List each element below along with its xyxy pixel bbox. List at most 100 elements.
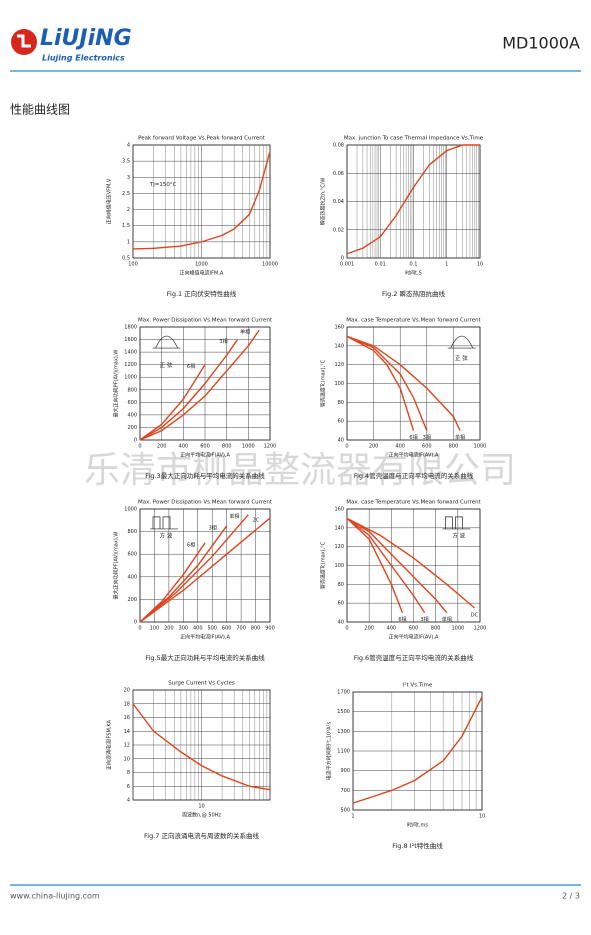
- x-axis-label: 正向峰值电流IFM,A: [180, 270, 224, 277]
- y-tick-label: 200: [127, 597, 137, 603]
- page-number: 2 / 3: [562, 892, 580, 901]
- x-tick-label: 10000: [262, 262, 278, 268]
- series-line: [346, 144, 480, 255]
- x-axis-label: 正向平均电流IF(AV),A: [180, 452, 230, 459]
- y-axis-label: 管壳温度Tc(max),°C: [320, 541, 327, 589]
- chart-title: Max. Power Dissipation Vs.Mean forward C…: [138, 318, 273, 324]
- y-tick-label: 1000: [124, 507, 137, 513]
- x-tick-label: 200: [369, 444, 379, 450]
- series-label: 6相: [409, 434, 417, 441]
- logo-glyph: [17, 34, 31, 48]
- y-tick-label: 0.5: [122, 256, 130, 262]
- x-tick-label: 0.1: [410, 262, 418, 268]
- series-line: [132, 151, 271, 250]
- x-tick-label: 200: [157, 444, 167, 450]
- y-axis-label: 最大正向功耗PF(AV)(max),W: [113, 532, 120, 600]
- x-tick-label: 200: [364, 626, 374, 632]
- x-tick-label: 10: [477, 262, 483, 268]
- series-line: [139, 329, 260, 441]
- y-tick-label: 1400: [124, 350, 137, 356]
- y-axis-label: 正向浪涌电流IFSM,KA: [106, 719, 113, 770]
- y-tick-label: 400: [127, 412, 137, 418]
- y-tick-label: 2: [127, 207, 130, 213]
- y-tick-label: 40: [338, 438, 344, 444]
- plot-frame: [352, 691, 483, 811]
- y-tick-label: 1.5: [122, 223, 130, 229]
- x-tick-label: 0.01: [375, 262, 386, 268]
- annotation: 正 弦: [160, 361, 173, 369]
- series-line: [346, 335, 428, 431]
- series-label: 6相: [187, 541, 195, 548]
- x-tick-label: 600: [222, 626, 232, 632]
- series-line: [132, 703, 271, 791]
- annotation: 正 弦: [455, 354, 468, 362]
- chart-title: Max. junction To case Thermal Impedance …: [344, 136, 484, 142]
- x-tick-label: 1200: [474, 626, 487, 632]
- y-tick-label: 160: [334, 325, 344, 331]
- x-tick-label: 800: [251, 626, 261, 632]
- y-tick-label: 200: [127, 425, 137, 431]
- model: MD1000A: [502, 34, 580, 53]
- series-label: 2C: [253, 518, 260, 524]
- y-tick-label: 600: [127, 552, 137, 558]
- y-tick-label: 0.04: [333, 199, 344, 205]
- figure-caption: Fig.2 瞬态热阻抗曲线: [382, 289, 445, 298]
- y-tick-label: 500: [340, 808, 350, 814]
- section-title: 性能曲线图: [10, 103, 70, 117]
- chart-title: Max. Power Dissipation Vs.Mean forward C…: [138, 500, 273, 506]
- y-tick-label: 1: [127, 239, 130, 245]
- series-label: 单相: [240, 329, 250, 336]
- y-tick-label: 800: [127, 529, 137, 535]
- y-tick-label: 12: [124, 743, 130, 749]
- waveform-icon: [152, 516, 171, 529]
- y-tick-label: 3: [127, 175, 130, 181]
- figure-caption: Fig.7 正向浪涌电流与周波数的关系曲线: [144, 831, 259, 840]
- x-tick-label: 0: [345, 626, 348, 632]
- y-axis-label: 最大正向功耗PF(AV)(max),W: [113, 350, 120, 418]
- y-tick-label: 100: [334, 381, 344, 387]
- x-tick-label: 1000: [451, 626, 464, 632]
- y-tick-label: 0.06: [333, 171, 344, 177]
- chart-title: Surge Current Vs Cycles: [168, 681, 235, 687]
- annotation: 方 波: [452, 532, 465, 540]
- y-tick-label: 1000: [124, 375, 137, 381]
- series-line: [139, 364, 206, 441]
- y-tick-label: 120: [334, 362, 344, 368]
- x-tick-label: 0: [138, 444, 141, 450]
- x-tick-label: 400: [395, 444, 405, 450]
- y-tick-label: 0.02: [333, 227, 344, 233]
- y-tick-label: 800: [127, 387, 137, 393]
- chart-title: Peak forward Voltage Vs.Peak forward Cur…: [138, 136, 266, 142]
- y-tick-label: 60: [338, 419, 344, 425]
- y-axis-label: 电流平方时间积I²t,10³A²s: [326, 721, 333, 780]
- figure-caption: Fig.1 正向伏安特性曲线: [167, 289, 237, 298]
- x-tick-label: 800: [431, 626, 441, 632]
- series-line: [346, 335, 461, 431]
- plot-frame: [132, 689, 271, 801]
- y-axis-label: 管壳温度Tc(max),°C: [320, 359, 327, 407]
- y-tick-label: 2.5: [122, 191, 130, 197]
- y-tick-label: 900: [340, 768, 350, 774]
- y-tick-label: 6: [127, 784, 130, 790]
- figure-caption: Fig.5最大正向功耗与平均电流的关系曲线: [145, 653, 265, 662]
- x-tick-label: 600: [409, 626, 419, 632]
- footer-url: www.china-liujing.com: [10, 892, 100, 901]
- x-tick-label: 100: [150, 626, 160, 632]
- y-tick-label: 60: [338, 601, 344, 607]
- plot-frame: [139, 508, 271, 623]
- x-tick-label: 1: [351, 814, 354, 820]
- x-axis-label: 正向平均电流IF(AV),A: [180, 634, 230, 641]
- y-tick-label: 14: [124, 729, 130, 735]
- x-tick-label: 400: [179, 444, 189, 450]
- x-tick-label: 700: [236, 626, 246, 632]
- series-line: [139, 514, 249, 623]
- x-tick-label: 1000: [195, 262, 208, 268]
- y-tick-label: 0.08: [333, 143, 344, 149]
- y-tick-label: 4: [127, 798, 130, 804]
- series-label: 单相: [442, 616, 452, 623]
- x-axis-label: 时间t,ms: [407, 822, 428, 829]
- x-tick-label: 200: [164, 626, 174, 632]
- y-tick-label: 600: [127, 400, 137, 406]
- x-tick-label: 900: [265, 626, 275, 632]
